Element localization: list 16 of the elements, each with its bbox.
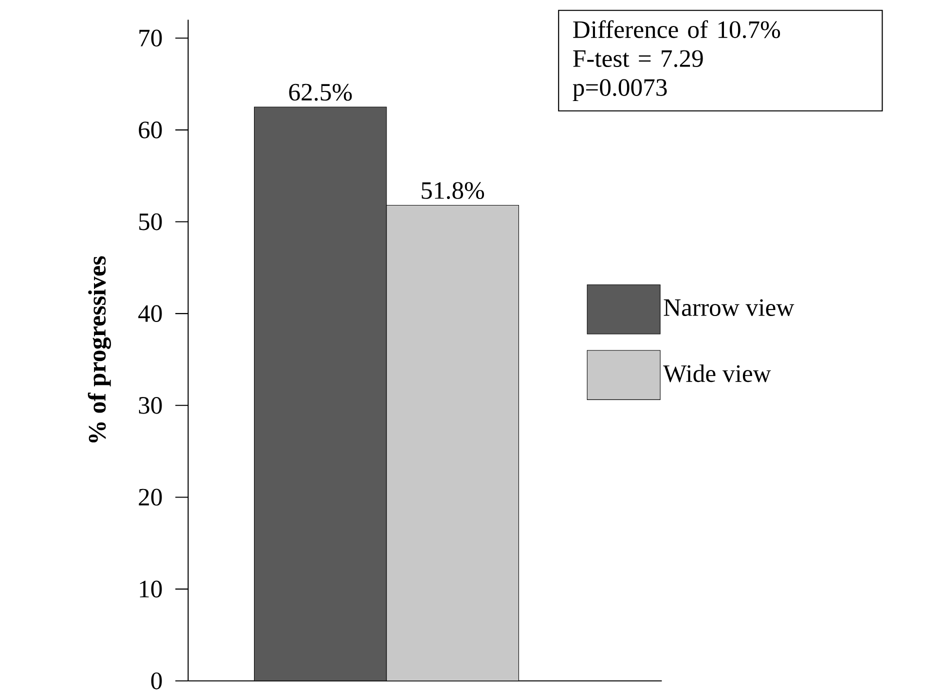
legend-label: Wide view — [663, 364, 771, 382]
y-tick-label: 10 — [140, 580, 162, 598]
y-tick-label: 50 — [139, 213, 162, 230]
data-label: 62.5% — [289, 84, 352, 101]
y-tick-label: 0 — [151, 672, 162, 690]
legend-label: Narrow view — [664, 299, 794, 316]
annotation: Difference of 10.7% — [573, 20, 780, 38]
y-tick-label: 70 — [139, 30, 162, 47]
y-tick-label: 20 — [138, 488, 162, 506]
y-tick-label: 30 — [138, 397, 162, 414]
y-tick-label: 60 — [138, 122, 162, 139]
y-axis-title: % of progressives — [88, 256, 111, 443]
annotation: p=0.0073 — [572, 79, 667, 102]
data-label: 51.8% — [422, 182, 484, 200]
annotation: F-test = 7.29 — [573, 50, 703, 68]
y-tick-label: 40 — [138, 305, 162, 322]
